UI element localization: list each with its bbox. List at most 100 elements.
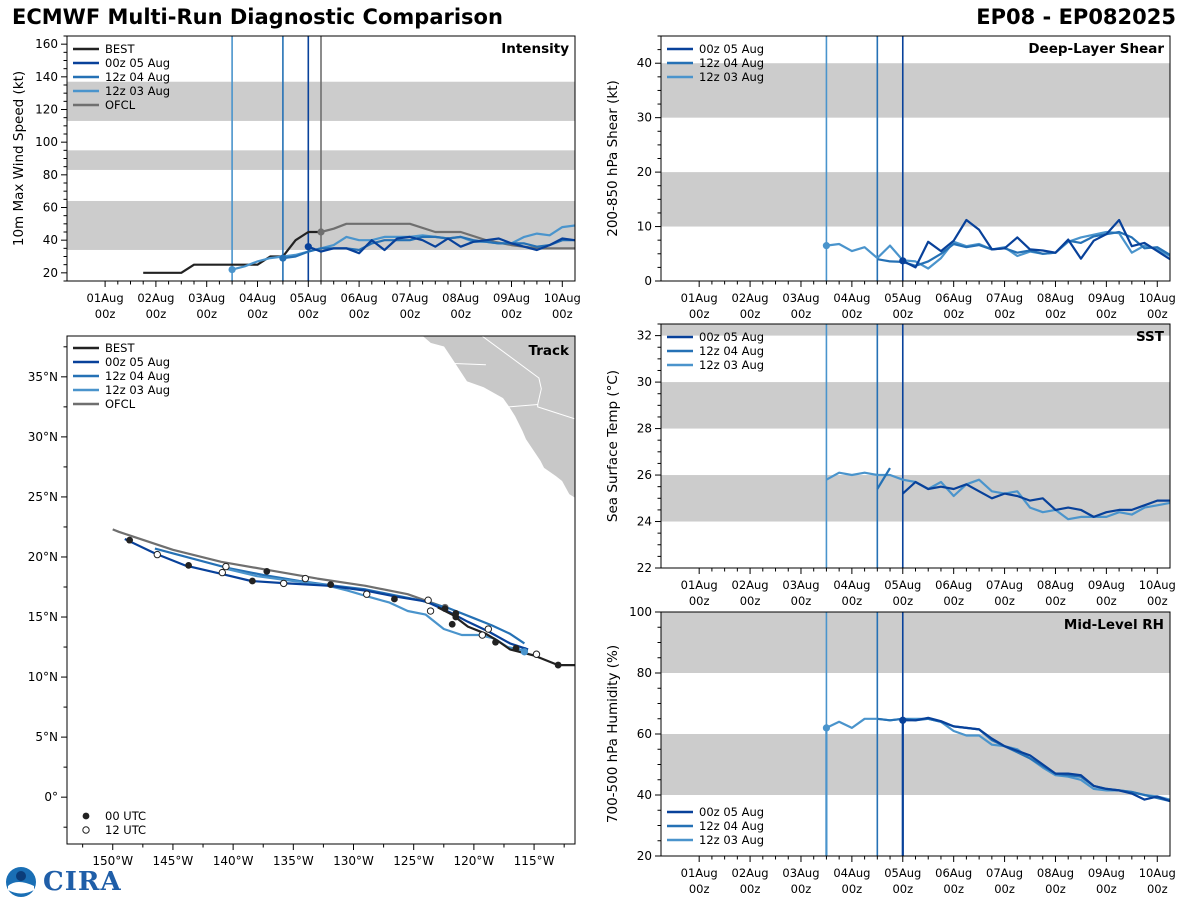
- sst-x-tick-label: 00z: [943, 594, 964, 608]
- track-legend-label: BEST: [105, 341, 135, 355]
- track-point-00utc: [391, 595, 398, 603]
- marker-legend-12utc-symbol: [82, 826, 90, 834]
- track-x-tick-label: 145°W: [153, 854, 194, 868]
- track-y-tick-label: 20°N: [28, 550, 58, 564]
- sst-x-tick-label: 02Aug: [732, 578, 769, 592]
- track-y-tick-label: 25°N: [28, 490, 58, 504]
- track-x-tick-label: 150°W: [92, 854, 133, 868]
- intensity-legend-label: 12z 04 Aug: [105, 70, 170, 84]
- track-y-tick-label: 0°: [44, 790, 58, 804]
- sst-plot-area: [661, 324, 1170, 568]
- sst-series-12z-04-aug: [876, 467, 891, 490]
- sst-x-tick-label: 00z: [1096, 594, 1117, 608]
- track-point-00utc: [512, 644, 520, 652]
- rh-plot-area: [661, 612, 1170, 856]
- intensity-x-tick-label: 00z: [196, 307, 217, 321]
- rh-y-tick-label: 100: [629, 605, 652, 619]
- shear-run-start-marker: [822, 242, 831, 250]
- rh-y-tick-label: 40: [637, 788, 652, 802]
- track-point-00utc: [441, 605, 449, 613]
- rh-y-tick-label: 60: [637, 727, 652, 741]
- sst-x-tick-label: 00z: [1147, 594, 1168, 608]
- intensity-series-ofcl: [320, 222, 575, 250]
- track-legend-label: OFCL: [105, 397, 136, 411]
- intensity-x-tick-label: 00z: [298, 307, 319, 321]
- rh-legend-label: 12z 04 Aug: [699, 819, 764, 833]
- shear-plot-area: [661, 36, 1170, 281]
- rh-x-tick-label: 06Aug: [935, 866, 972, 880]
- rh-panel: 01Aug 00z 02Aug 00z 03Aug 00z 04Aug 00z 05Aug 00z…: [605, 605, 1176, 896]
- sst-legend-label: 00z 05 Aug: [699, 330, 764, 344]
- intensity-y-axis-label: 10m Max Wind Speed (kt): [11, 71, 27, 246]
- track-run-start-marker: [520, 648, 529, 656]
- rh-x-tick-label: 10Aug: [1139, 866, 1176, 880]
- track-plot-frame: [66, 335, 576, 845]
- sst-legend-label: 12z 03 Aug: [699, 358, 764, 372]
- shear-threshold-band: [661, 63, 1170, 118]
- rh-legend-label: 00z 05 Aug: [699, 805, 764, 819]
- track-point-00utc: [126, 536, 133, 544]
- intensity-y-tick-label: 160: [35, 37, 58, 51]
- storm-id: EP08 - EP082025: [976, 5, 1176, 29]
- shear-x-tick-label: 07Aug: [986, 291, 1023, 305]
- track-point-12utc: [532, 650, 541, 658]
- shear-y-tick-label: 10: [637, 220, 652, 234]
- rh-x-tick-label: 00z: [791, 882, 812, 896]
- intensity-panel: 01Aug 00z 02Aug 00z 03Aug 00z 04Aug 00z 05Aug 00z…: [11, 35, 581, 321]
- track-point-00utc: [554, 661, 562, 669]
- sst-x-tick-label: 03Aug: [782, 578, 819, 592]
- rh-x-tick-label: 05Aug: [884, 866, 921, 880]
- sst-x-tick-label: 00z: [791, 594, 812, 608]
- rh-x-tick-label: 07Aug: [986, 866, 1023, 880]
- shear-x-tick-label: 00z: [842, 307, 863, 321]
- shear-panel-title: Deep-Layer Shear: [1028, 41, 1164, 57]
- marker-legend-label: 12 UTC: [105, 823, 146, 837]
- shear-threshold-band: [661, 172, 1170, 227]
- sst-legend-label: 12z 04 Aug: [699, 344, 764, 358]
- rh-x-tick-label: 00z: [1096, 882, 1117, 896]
- page-title: ECMWF Multi-Run Diagnostic Comparison: [12, 5, 503, 29]
- shear-y-tick-label: 30: [637, 111, 652, 125]
- intensity-x-tick-label: 00z: [501, 307, 522, 321]
- intensity-y-tick-label: 40: [43, 233, 58, 247]
- sst-y-tick-label: 24: [637, 515, 652, 529]
- track-x-tick-label: 140°W: [213, 854, 254, 868]
- shear-x-tick-label: 01Aug: [681, 291, 718, 305]
- rh-x-tick-label: 00z: [892, 882, 913, 896]
- track-x-tick-label: 120°W: [453, 854, 494, 868]
- intensity-panel-title: Intensity: [501, 41, 569, 57]
- track-y-tick-label: 15°N: [28, 610, 58, 624]
- rh-series-00z-05-aug: [901, 716, 1170, 856]
- shear-x-tick-label: 00z: [892, 307, 913, 321]
- sst-panel: 01Aug 00z 02Aug 00z 03Aug 00z 04Aug 00z 05Aug 00z…: [605, 323, 1176, 608]
- intensity-run-start-marker: [304, 243, 312, 251]
- intensity-x-tick-label: 06Aug: [341, 291, 378, 305]
- track-point-00utc: [452, 610, 460, 617]
- sst-threshold-band: [661, 324, 1170, 336]
- intensity-x-tick-label: 10Aug: [544, 291, 581, 305]
- shear-x-tick-label: 00z: [994, 307, 1015, 321]
- sst-series-12z-03-aug: [825, 471, 1170, 521]
- intensity-x-tick-label: 00z: [349, 307, 370, 321]
- shear-x-tick-label: 03Aug: [782, 291, 819, 305]
- sst-x-tick-label: 10Aug: [1139, 578, 1176, 592]
- sst-x-tick-label: 00z: [689, 594, 710, 608]
- sst-y-tick-label: 30: [637, 375, 652, 389]
- track-point-00utc: [448, 620, 456, 628]
- intensity-x-tick-label: 00z: [552, 307, 573, 321]
- sst-panel-title: SST: [1136, 329, 1165, 345]
- track-point-00utc: [185, 561, 192, 569]
- track-point-00utc: [492, 638, 499, 646]
- rh-y-axis-label: 700-500 hPa Humidity (%): [605, 645, 621, 823]
- sst-y-tick-label: 28: [637, 422, 652, 436]
- intensity-y-tick-label: 140: [35, 70, 58, 84]
- intensity-x-tick-label: 00z: [247, 307, 268, 321]
- track-legend-label: 00z 05 Aug: [105, 355, 170, 369]
- rh-run-start-marker: [899, 716, 907, 724]
- shear-x-tick-label: 06Aug: [935, 291, 972, 305]
- track-point-12utc: [153, 550, 161, 559]
- track-y-tick-label: 30°N: [28, 430, 58, 444]
- shear-x-tick-label: 00z: [943, 307, 964, 321]
- intensity-x-tick-label: 07Aug: [391, 291, 428, 305]
- track-panel: 150°W 145°W 140°W 135°W 130°W 125°W 120°W 115°W…: [28, 335, 576, 868]
